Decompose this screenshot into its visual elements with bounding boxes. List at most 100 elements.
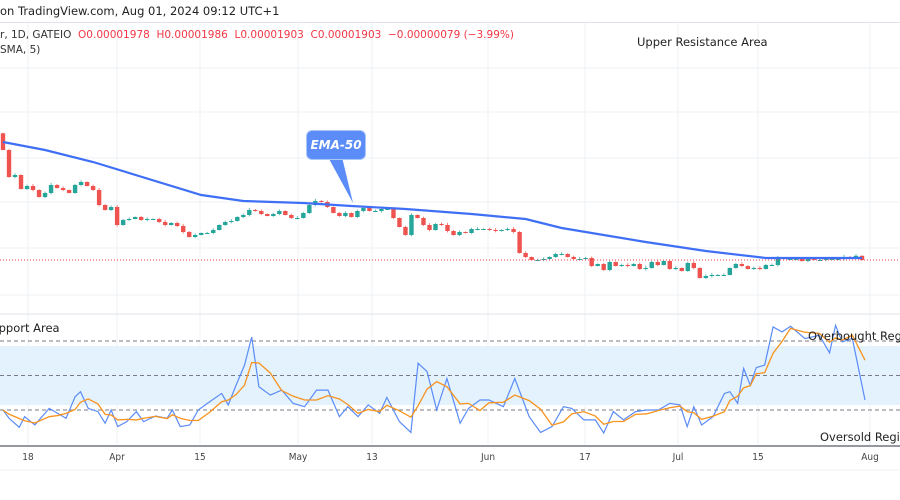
candle-body bbox=[571, 257, 576, 259]
candle-body bbox=[679, 268, 684, 271]
x-tick-label: 13 bbox=[366, 452, 378, 463]
candle-body bbox=[307, 205, 312, 213]
candle-body bbox=[751, 268, 757, 269]
candle-body bbox=[6, 150, 12, 177]
candle-body bbox=[343, 213, 348, 216]
candle-body bbox=[355, 211, 360, 217]
candle-body bbox=[259, 211, 264, 214]
upper-resistance-label: Upper Resistance Area bbox=[637, 35, 768, 49]
candle-body bbox=[48, 185, 54, 193]
candle-body bbox=[132, 217, 138, 219]
candle-body bbox=[295, 218, 300, 219]
x-tick-label: Apr bbox=[109, 452, 125, 463]
ema-callout-pointer bbox=[328, 157, 353, 203]
change-value: −0.00000079 (−3.99%) bbox=[388, 29, 514, 41]
x-tick-label: Jul bbox=[672, 452, 684, 463]
candle-body bbox=[367, 208, 372, 211]
publish-header: on TradingView.com, Aug 01, 2024 09:12 U… bbox=[0, 4, 280, 18]
candle-body bbox=[595, 264, 600, 266]
candle-body bbox=[619, 265, 624, 266]
candle-body bbox=[126, 219, 132, 220]
candle-body bbox=[205, 233, 210, 234]
candle-body bbox=[385, 209, 390, 210]
candle-body bbox=[235, 217, 240, 221]
ohlc-legend: r, 1D, GATEIO O0.00001978 H0.00001986 L0… bbox=[0, 29, 514, 41]
candle-body bbox=[373, 211, 378, 212]
candle-body bbox=[319, 201, 324, 202]
candle-body bbox=[451, 231, 456, 235]
close-value: C0.00001903 bbox=[310, 29, 382, 41]
candle-body bbox=[475, 229, 480, 230]
candle-body bbox=[445, 225, 450, 231]
candle-body bbox=[421, 218, 426, 225]
candle-body bbox=[403, 227, 408, 235]
candle-body bbox=[247, 210, 252, 215]
candle-body bbox=[517, 232, 522, 253]
candle-body bbox=[283, 211, 288, 215]
ema50-line bbox=[2, 140, 862, 260]
candle-body bbox=[427, 225, 432, 230]
candle-body bbox=[150, 219, 156, 220]
candle-body bbox=[277, 211, 282, 214]
candle-body bbox=[409, 215, 414, 235]
candle-body bbox=[739, 264, 745, 266]
x-tick-label: 15 bbox=[194, 452, 206, 463]
candle-body bbox=[229, 221, 234, 222]
overbought-label: Overbought Region bbox=[808, 329, 900, 343]
candle-body bbox=[138, 217, 144, 220]
k-line bbox=[2, 323, 866, 435]
candle-body bbox=[337, 213, 342, 216]
candle-body bbox=[673, 268, 678, 269]
candle-body bbox=[175, 223, 180, 226]
header-divider bbox=[0, 22, 900, 23]
x-tick-label: May bbox=[288, 452, 308, 463]
candle-body bbox=[529, 257, 534, 260]
candle-body bbox=[391, 209, 396, 218]
candle-body bbox=[703, 276, 709, 278]
x-tick-label: Jun bbox=[480, 452, 496, 463]
candle-body bbox=[523, 253, 528, 257]
oversold-label: Oversold Region bbox=[820, 430, 900, 444]
candle-body bbox=[649, 262, 654, 268]
candle-body bbox=[84, 182, 90, 186]
candle-body bbox=[162, 222, 168, 225]
d-line bbox=[2, 327, 866, 426]
candle-body bbox=[211, 230, 216, 233]
candle-body bbox=[181, 226, 186, 232]
candle-body bbox=[271, 214, 276, 216]
candle-body bbox=[661, 261, 666, 265]
candle-body bbox=[667, 261, 672, 269]
candle-body bbox=[499, 230, 504, 231]
candle-body bbox=[775, 258, 781, 265]
candle-body bbox=[96, 190, 102, 205]
candle-body bbox=[589, 258, 594, 266]
candle-body bbox=[241, 215, 246, 217]
candle-body bbox=[613, 262, 618, 266]
candle-body bbox=[685, 263, 690, 271]
candle-body bbox=[156, 219, 162, 222]
candle-body bbox=[601, 264, 606, 270]
candle-body bbox=[144, 219, 150, 220]
candle-body bbox=[433, 224, 438, 230]
candle-body bbox=[36, 190, 42, 197]
candle-body bbox=[114, 207, 120, 225]
candle-body bbox=[643, 268, 648, 269]
candle-body bbox=[511, 229, 516, 232]
symbol-label: r, 1D, GATEIO bbox=[0, 29, 72, 41]
candle-body bbox=[66, 190, 72, 193]
candle-body bbox=[12, 175, 18, 177]
candle-body bbox=[769, 265, 775, 266]
open-value: O0.00001978 bbox=[78, 29, 150, 41]
candle-body bbox=[168, 223, 174, 225]
candle-body bbox=[42, 193, 48, 197]
candle-body bbox=[265, 214, 270, 216]
candle-body bbox=[745, 266, 751, 269]
candle-body bbox=[547, 257, 552, 259]
candle-body bbox=[217, 225, 222, 230]
candle-body bbox=[223, 222, 228, 225]
candle-body bbox=[102, 205, 108, 210]
candle-body bbox=[253, 210, 258, 211]
candle-body bbox=[301, 213, 306, 218]
candle-body bbox=[625, 265, 630, 266]
